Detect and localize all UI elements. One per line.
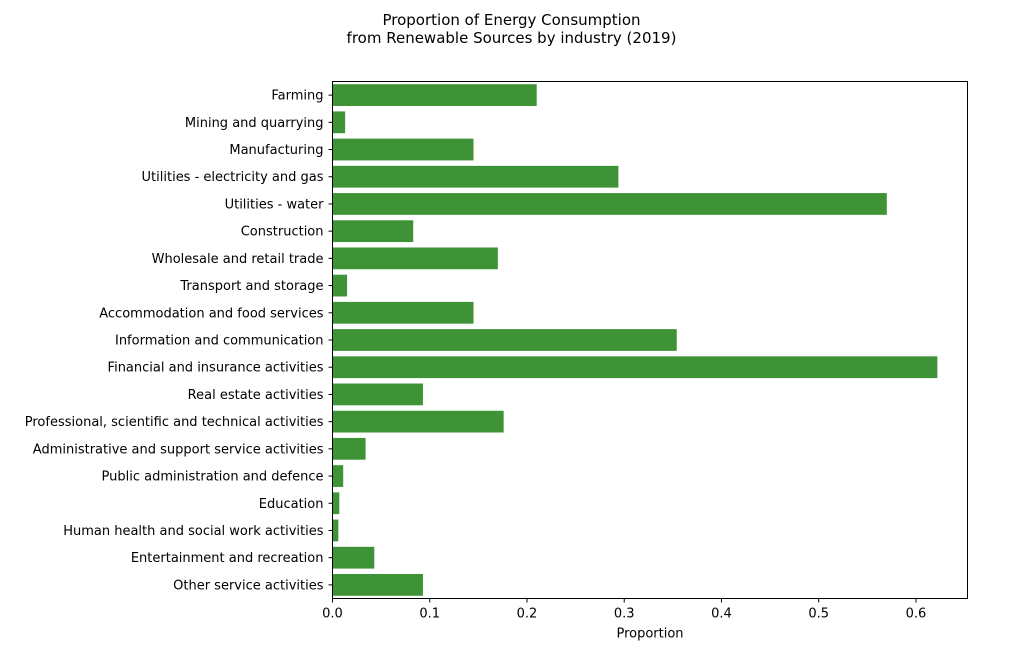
category-label-7: Transport and storage	[179, 279, 323, 294]
category-label-12: Professional, scientific and technical a…	[25, 415, 324, 430]
category-label-16: Human health and social work activities	[63, 524, 324, 539]
bar-10	[332, 356, 938, 379]
bar-5	[332, 220, 414, 243]
x-tick-label-5: 0.5	[808, 607, 829, 622]
bar-8	[332, 301, 474, 324]
bar-12	[332, 410, 504, 433]
x-tick-label-0: 0.0	[322, 607, 343, 622]
bar-0	[332, 84, 537, 106]
bar-9	[332, 329, 677, 351]
x-axis-label: Proportion	[616, 627, 683, 642]
x-tick-label-1: 0.1	[419, 607, 440, 622]
bar-7	[332, 274, 348, 297]
chart-title-line-1: Proportion of Energy Consumption	[382, 11, 641, 29]
category-label-14: Public administration and defence	[102, 470, 324, 485]
plot-frame	[332, 81, 968, 599]
bar-18	[332, 574, 423, 596]
x-tick-label-3: 0.3	[614, 607, 635, 622]
category-label-6: Wholesale and retail trade	[152, 252, 324, 267]
category-label-1: Mining and quarrying	[185, 116, 324, 131]
category-label-13: Administrative and support service activ…	[33, 442, 324, 457]
category-label-3: Utilities - electricity and gas	[142, 170, 324, 185]
bars-group	[332, 84, 938, 596]
category-label-10: Financial and insurance activities	[108, 361, 324, 376]
bar-4	[332, 193, 887, 215]
bar-2	[332, 138, 474, 161]
x-ticks-group: 0.0 0.1 0.2 0.3 0.4 0.5 0.6	[322, 598, 927, 622]
category-label-11: Real estate activities	[188, 388, 324, 403]
x-tick-label-6: 0.6	[906, 607, 927, 622]
bar-14	[332, 465, 344, 487]
x-tick-label-4: 0.4	[711, 607, 732, 622]
bar-17	[332, 546, 375, 569]
bar-3	[332, 165, 619, 188]
chart-title-line-2: from Renewable Sources by industry (2019…	[346, 29, 677, 47]
category-label-15: Education	[259, 497, 324, 512]
bar-6	[332, 247, 498, 270]
category-label-0: Farming	[271, 89, 323, 104]
x-tick-label-2: 0.2	[517, 607, 538, 622]
category-label-18: Other service activities	[173, 578, 324, 593]
category-label-4: Utilities - water	[225, 197, 325, 212]
bar-11	[332, 383, 423, 406]
bar-13	[332, 437, 366, 460]
category-label-2: Manufacturing	[229, 143, 323, 158]
category-label-5: Construction	[241, 225, 324, 240]
bar-16	[332, 519, 339, 542]
category-label-9: Information and communication	[115, 334, 324, 349]
category-label-17: Entertainment and recreation	[131, 551, 324, 566]
bar-15	[332, 492, 340, 515]
category-labels-group: Farming Mining and quarrying Manufacturing…	[25, 89, 333, 593]
category-label-8: Accommodation and food services	[99, 306, 323, 321]
bar-1	[332, 111, 346, 134]
